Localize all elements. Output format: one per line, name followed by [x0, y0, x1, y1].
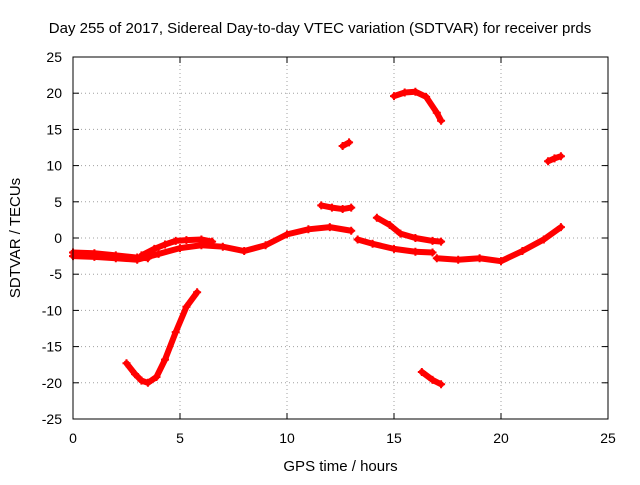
- series-arc-4: [338, 138, 354, 151]
- grid: [73, 57, 608, 419]
- y-tick-label: 25: [46, 49, 62, 65]
- x-tick-label: 15: [386, 430, 402, 446]
- y-tick-label: 10: [46, 158, 62, 174]
- data-point: [347, 226, 356, 235]
- series-arc-5: [353, 235, 437, 257]
- data-segment: [162, 329, 179, 363]
- data-point: [347, 203, 356, 212]
- y-tick-label: -5: [50, 266, 63, 282]
- plot-frame: [72, 56, 609, 420]
- y-axis-label: SDTVAR / TECUs: [7, 178, 24, 298]
- y-tick-label: -25: [42, 411, 62, 427]
- x-tick-label: 5: [176, 430, 184, 446]
- y-tick-label: -10: [42, 302, 62, 318]
- data-points: [69, 87, 565, 389]
- data-point: [556, 152, 565, 161]
- series-arc-7: [390, 87, 446, 125]
- data-segment: [423, 93, 440, 116]
- y-tick-label: 0: [54, 230, 62, 246]
- data-segment: [540, 224, 564, 243]
- series-arc-9: [432, 223, 565, 266]
- data-point: [437, 116, 446, 125]
- x-tick-label: 25: [600, 430, 616, 446]
- y-tick-label: 15: [46, 121, 62, 137]
- y-tick-label: 20: [46, 85, 62, 101]
- x-tick-label: 20: [493, 430, 509, 446]
- data-segment: [262, 231, 290, 249]
- y-tick-label: -15: [42, 339, 62, 355]
- x-tick-label: 0: [69, 430, 77, 446]
- data-segment: [153, 356, 169, 381]
- chart-title: Day 255 of 2017, Sidereal Day-to-day VTE…: [49, 20, 591, 37]
- x-axis-label: GPS time / hours: [283, 458, 397, 475]
- data-point: [208, 237, 217, 246]
- x-tick-label: 10: [279, 430, 295, 446]
- data-point: [437, 237, 446, 246]
- series-arc-8: [417, 367, 446, 389]
- data-segment: [519, 236, 547, 255]
- series-arc-2: [122, 288, 202, 387]
- data-segment: [498, 248, 526, 265]
- series-arc-6: [372, 213, 446, 246]
- data-point: [345, 138, 354, 147]
- series-arc-3: [317, 201, 356, 214]
- data-point: [143, 254, 152, 263]
- data-point: [556, 223, 565, 232]
- data-segment: [183, 289, 201, 310]
- series-arc-10: [544, 152, 565, 166]
- data-point: [193, 288, 202, 297]
- series-arc-1c: [137, 235, 217, 260]
- data-point: [428, 248, 437, 257]
- data-segment: [172, 303, 190, 336]
- data-point: [437, 380, 446, 389]
- y-tick-label: 5: [54, 194, 62, 210]
- y-tick-label: -20: [42, 375, 62, 391]
